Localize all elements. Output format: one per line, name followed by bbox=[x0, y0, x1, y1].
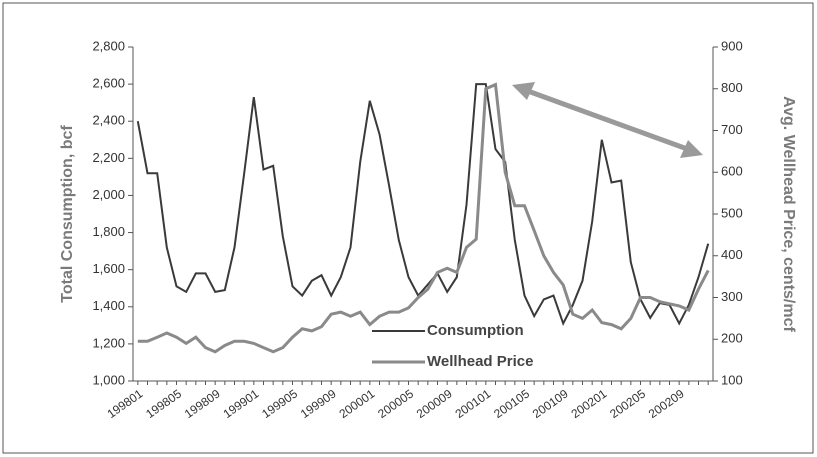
y-tick-label: 1,200 bbox=[92, 335, 125, 350]
x-tick-label: 200001 bbox=[337, 386, 378, 421]
y-tick-label: 2,600 bbox=[92, 76, 125, 91]
x-tick-label: 199901 bbox=[221, 386, 262, 421]
y2-tick-label: 200 bbox=[721, 331, 743, 346]
x-tick-label: 199905 bbox=[259, 386, 300, 421]
x-tick-label: 199809 bbox=[182, 386, 223, 421]
y-tick-label: 1,600 bbox=[92, 261, 125, 276]
y2-tick-label: 500 bbox=[721, 205, 743, 220]
y2-tick-label: 700 bbox=[721, 122, 743, 137]
x-tick-label: 200009 bbox=[414, 386, 455, 421]
x-tick-label: 200101 bbox=[453, 386, 494, 421]
y2-tick-label: 400 bbox=[721, 247, 743, 262]
x-tick-label: 200205 bbox=[607, 386, 648, 421]
y2-axis-title: Avg. Wellhead Price, cents/mcf bbox=[780, 96, 797, 332]
series-line bbox=[137, 82, 710, 354]
x-tick-label: 199805 bbox=[143, 386, 184, 421]
y-tick-label: 2,200 bbox=[92, 150, 125, 165]
series-line bbox=[136, 83, 710, 327]
x-tick-label: 200201 bbox=[569, 386, 610, 421]
y-tick-label: 2,800 bbox=[92, 38, 125, 53]
legend-label: Wellhead Price bbox=[427, 353, 533, 370]
y2-tick-label: 800 bbox=[721, 80, 743, 95]
x-tick-label: 200209 bbox=[646, 386, 687, 421]
x-tick-label: 200005 bbox=[375, 386, 416, 421]
y2-tick-label: 300 bbox=[721, 289, 743, 304]
y-tick-label: 1,400 bbox=[92, 298, 125, 313]
y-tick-label: 2,000 bbox=[92, 187, 125, 202]
annotation-arrow bbox=[512, 82, 703, 158]
y-tick-label: 1,000 bbox=[92, 372, 125, 387]
y-tick-label: 2,400 bbox=[92, 113, 125, 128]
legend-label: Consumption bbox=[427, 322, 524, 339]
y-tick-label: 1,800 bbox=[92, 224, 125, 239]
x-tick-label: 200109 bbox=[530, 386, 571, 421]
x-tick-label: 199801 bbox=[105, 386, 146, 421]
y2-tick-label: 100 bbox=[721, 372, 743, 387]
y-axis-title: Total Consumption, bcf bbox=[59, 125, 76, 303]
y2-tick-label: 900 bbox=[721, 38, 743, 53]
x-tick-label: 200105 bbox=[491, 386, 532, 421]
y2-tick-label: 600 bbox=[721, 164, 743, 179]
x-tick-label: 199909 bbox=[298, 386, 339, 421]
